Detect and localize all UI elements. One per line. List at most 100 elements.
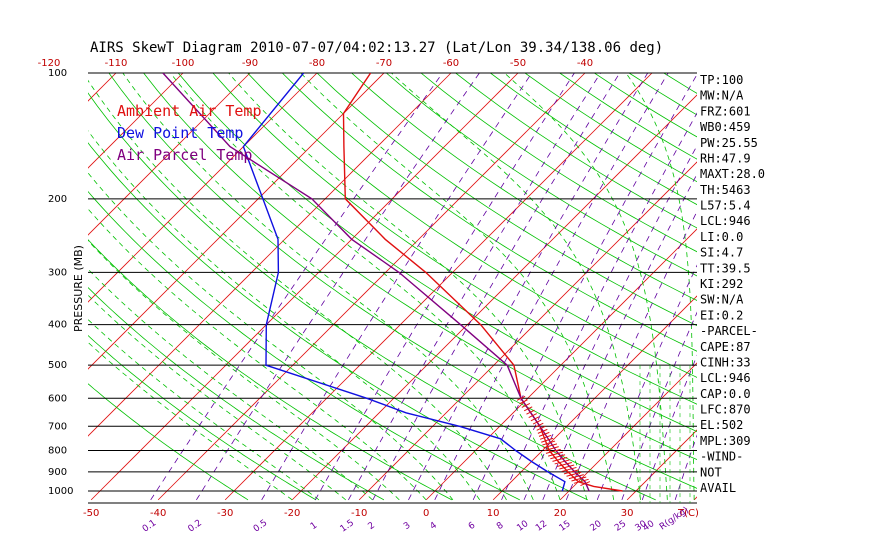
cape-hatch-mark: [516, 395, 526, 401]
cape-hatch-mark: [559, 464, 575, 470]
bottom-temp-tick-label: -20: [284, 508, 300, 519]
stability-index-item: LCL:946: [700, 214, 751, 228]
stability-index-item: KI:292: [700, 277, 743, 291]
isotherm-line: [828, 73, 870, 500]
stability-index-item: FRZ:601: [700, 104, 751, 118]
stability-index-item: -PARCEL-: [700, 324, 758, 338]
cape-hatch-mark: [523, 406, 533, 412]
stability-index-item: EL:502: [700, 418, 743, 432]
dry-adiabat-line: [88, 239, 453, 501]
stability-index-item: CAP:0.0: [700, 387, 751, 401]
top-temp-tick-label: -80: [309, 58, 325, 69]
dry-adiabat-line: [88, 383, 249, 501]
bottom-temp-unit: T(C): [677, 508, 699, 519]
bottom-temp-tick-label: 10: [487, 508, 500, 519]
mixing-ratio-label: 8: [495, 520, 506, 532]
dry-adiabat-line: [143, 73, 697, 461]
background-lines: [88, 73, 870, 501]
pressure-tick-label: 500: [48, 360, 67, 371]
stability-index-item: -WIND-: [700, 450, 743, 464]
mixing-ratio-label: 2: [366, 521, 376, 532]
mixing-ratio-label: 3: [402, 521, 412, 532]
stability-index-item: LFC:870: [700, 403, 751, 417]
bottom-temp-tick-label: 30: [621, 508, 634, 519]
cape-hatch-mark: [563, 469, 579, 475]
cape-hatch-mark: [556, 461, 572, 467]
top-temp-tick-label: -90: [242, 58, 258, 69]
stability-index-item: RH:47.9: [700, 151, 751, 165]
isotherm-line: [761, 73, 870, 500]
cape-hatch-mark: [541, 437, 554, 443]
pressure-tick-label: 400: [48, 320, 67, 331]
cape-hatch-mark: [561, 466, 577, 472]
top-temp-tick-label: -70: [376, 58, 392, 69]
isotherm-line: [90, 73, 519, 501]
pressure-tick-label: 200: [48, 194, 67, 205]
moist-adiabat-line: [88, 268, 373, 501]
mixing-ratio-label: 20: [589, 519, 604, 534]
pressure-tick-label: 300: [48, 267, 67, 278]
mixing-ratio-label: 15: [558, 519, 573, 534]
dry-adiabat-line: [490, 73, 697, 206]
cape-hatch-mark: [571, 476, 587, 482]
cape-hatch-mark: [542, 440, 556, 446]
moist-adiabat-line: [625, 73, 695, 500]
stability-index-item: NOT: [700, 465, 722, 479]
isotherm-line: [224, 73, 653, 501]
moist-adiabat-line: [504, 73, 668, 500]
cape-hatch-mark: [530, 416, 540, 422]
wind-ticks: [639, 365, 691, 503]
isotherm-line: [559, 362, 697, 501]
cape-hatch-mark: [554, 459, 570, 465]
stability-index-item: TH:5463: [700, 183, 751, 197]
isotherm-line: [88, 73, 251, 236]
pressure-tick-labels: 100 200 300 400 500 600 700 800 900 1000: [48, 68, 73, 497]
moist-adiabat-line: [88, 240, 400, 501]
mixing-ratio-line: [596, 264, 697, 501]
cape-hatch-mark: [536, 425, 546, 431]
cape-hatch-mark: [537, 428, 548, 434]
mixing-ratio-label: 0.5: [252, 518, 269, 534]
mixing-ratio-label: 6: [467, 520, 478, 532]
stability-index-item: TP:100: [700, 73, 743, 87]
isotherm-line: [88, 73, 385, 370]
cape-hatch-mark: [545, 448, 561, 454]
top-temp-tick-label: -60: [443, 58, 459, 69]
mixing-ratio-line: [150, 73, 443, 501]
bottom-temp-tick-label: 20: [554, 508, 567, 519]
bottom-temp-tick-label: 0: [423, 508, 429, 519]
parcel-temp-series: [162, 73, 590, 492]
moist-adiabat-line: [170, 73, 561, 501]
cape-hatch-mark: [532, 419, 542, 425]
moist-adiabat-line: [88, 294, 346, 501]
cape-hatch-mark: [535, 422, 544, 428]
stability-index-item: PW:25.55: [700, 136, 758, 150]
cape-hatch-mark: [548, 451, 564, 457]
cape-hatch-mark: [538, 431, 550, 437]
stability-index-item: CINH:33: [700, 355, 751, 369]
mixing-ratio-label: 1: [309, 521, 319, 532]
stability-index-item: MW:N/A: [700, 89, 744, 103]
top-temp-tick-labels: -120 -110 -100 -90 -80 -70 -60 -50 -40: [38, 58, 594, 69]
mixing-ratio-label: 12: [534, 519, 549, 534]
stability-index-item: MPL:309: [700, 434, 751, 448]
isotherm-line: [88, 73, 117, 102]
bottom-temp-tick-label: -30: [217, 508, 233, 519]
bottom-temp-tick-label: -40: [150, 508, 166, 519]
dry-adiabat-line: [177, 73, 697, 433]
bottom-temp-tick-label: -10: [351, 508, 367, 519]
mixing-ratio-label: 1.5: [339, 518, 356, 534]
cape-hatch-mark: [544, 446, 559, 452]
cape-hatch-mark: [528, 413, 537, 419]
pressure-tick-label: 600: [48, 393, 67, 404]
stability-index-item: MAXT:28.0: [700, 167, 765, 181]
dry-adiabat-line: [351, 73, 697, 301]
cape-hatch-mark: [526, 409, 535, 415]
stability-index-item: SW:N/A: [700, 293, 744, 307]
cape-hatch-mark: [552, 456, 568, 462]
dry-adiabat-line: [108, 73, 697, 489]
legend-parcel: Air Parcel Temp: [117, 146, 252, 164]
